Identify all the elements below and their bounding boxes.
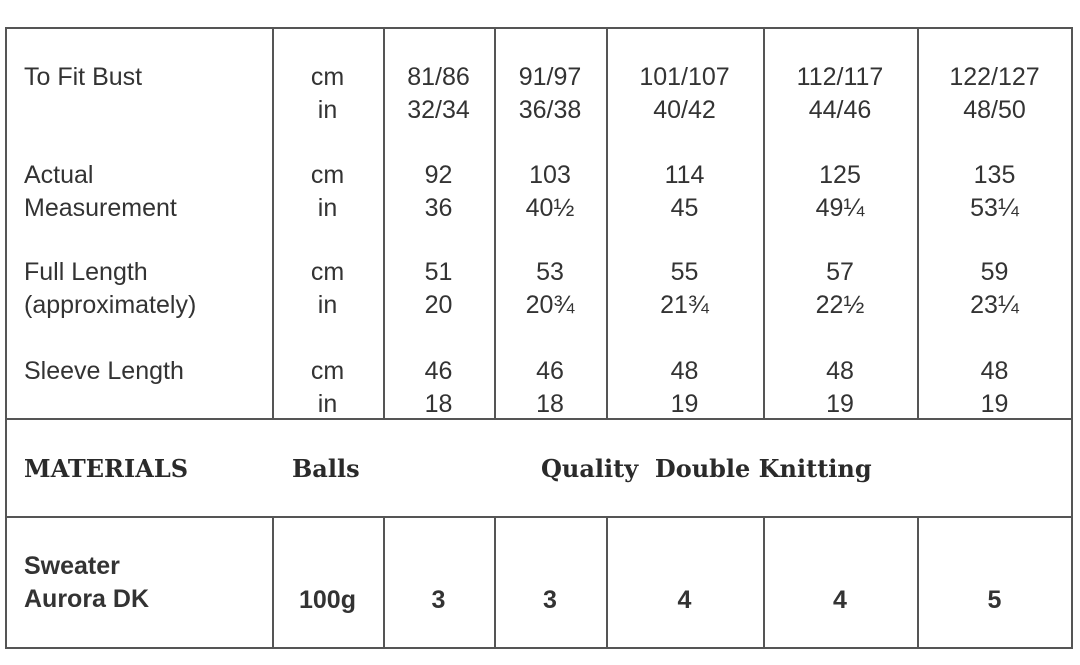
size-value: 40½ — [525, 194, 575, 222]
unit-label: cm — [310, 161, 345, 189]
column-divider — [763, 27, 765, 419]
size-value: 46 — [424, 357, 453, 385]
size-value: 114 — [664, 161, 705, 189]
size-value: 53 — [536, 258, 564, 286]
size-value: 19 — [826, 390, 854, 418]
materials-heading: MATERIALS — [24, 454, 189, 483]
balls-count: 4 — [833, 586, 847, 614]
size-value: 20 — [424, 291, 453, 319]
size-value: 122/127 — [949, 63, 1040, 91]
row-label: To Fit Bust — [24, 63, 143, 91]
size-value: 135 — [973, 161, 1016, 189]
size-value: 18 — [536, 390, 564, 418]
size-value: 92 — [424, 161, 453, 189]
unit-label: in — [317, 96, 338, 124]
table-border-left — [5, 27, 7, 649]
size-value: 46 — [536, 357, 564, 385]
table-border-top — [6, 27, 1073, 29]
size-value: 48 — [670, 357, 699, 385]
unit-label: in — [317, 390, 338, 418]
table-border-bottom — [6, 647, 1073, 649]
column-divider — [494, 27, 496, 419]
size-value: 49¼ — [815, 194, 865, 222]
unit-label: in — [317, 194, 338, 222]
size-value: 19 — [670, 390, 699, 418]
column-divider — [606, 517, 608, 648]
unit-label: cm — [310, 357, 345, 385]
size-value: 19 — [980, 390, 1009, 418]
size-value: 32/34 — [407, 96, 470, 124]
table-border-right — [1071, 27, 1073, 649]
balls-count: 5 — [987, 586, 1002, 614]
quality-label: Quality Double Knitting — [541, 454, 872, 483]
size-value: 55 — [670, 258, 699, 286]
yarn-name: Aurora DK — [24, 585, 150, 613]
column-divider — [272, 517, 274, 648]
row-label: (approximately) — [24, 291, 197, 319]
size-value: 45 — [670, 194, 699, 222]
size-value: 18 — [424, 390, 453, 418]
size-value: 57 — [826, 258, 854, 286]
size-value: 103 — [529, 161, 571, 189]
row-divider — [6, 418, 1073, 420]
size-value: 21¾ — [660, 291, 709, 319]
size-value: 112/117 — [796, 63, 884, 91]
balls-label: Balls — [292, 454, 360, 483]
unit-label: in — [317, 291, 338, 319]
size-value: 125 — [819, 161, 861, 189]
column-divider — [383, 27, 385, 419]
size-value: 44/46 — [808, 96, 872, 124]
row-label: Sleeve Length — [24, 357, 184, 385]
row-label: Full Length — [24, 258, 148, 286]
size-value: 20¾ — [525, 291, 575, 319]
column-divider — [763, 517, 765, 648]
size-value: 40/42 — [653, 96, 716, 124]
size-value: 91/97 — [518, 63, 582, 91]
column-divider — [917, 27, 919, 419]
balls-count: 4 — [677, 586, 692, 614]
column-divider — [606, 27, 608, 419]
size-value: 53¼ — [970, 194, 1019, 222]
row-divider — [6, 516, 1073, 518]
column-divider — [917, 517, 919, 648]
unit-label: cm — [310, 63, 345, 91]
size-value: 51 — [424, 258, 453, 286]
column-divider — [494, 517, 496, 648]
balls-count: 3 — [543, 586, 557, 614]
size-value: 48/50 — [963, 96, 1026, 124]
yarn-name: Sweater — [24, 552, 120, 580]
column-divider — [383, 517, 385, 648]
row-label: Actual — [24, 161, 94, 189]
size-value: 48 — [826, 357, 854, 385]
yarn-weight: 100g — [299, 586, 356, 614]
size-value: 101/107 — [639, 63, 730, 91]
row-label: Measurement — [24, 194, 177, 222]
size-value: 81/86 — [407, 63, 470, 91]
size-value: 36 — [424, 194, 453, 222]
size-value: 36/38 — [518, 96, 582, 124]
balls-count: 3 — [431, 586, 446, 614]
unit-label: cm — [310, 258, 345, 286]
size-value: 22½ — [815, 291, 865, 319]
column-divider — [272, 27, 274, 419]
size-value: 48 — [980, 357, 1009, 385]
size-value: 23¼ — [970, 291, 1019, 319]
size-value: 59 — [980, 258, 1009, 286]
